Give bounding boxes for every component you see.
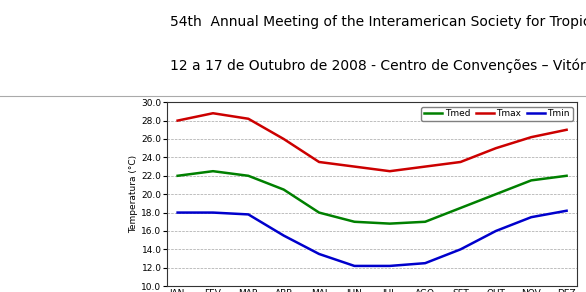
Tmax [245,117,252,121]
Tmed [280,188,287,191]
Tmax [209,112,216,115]
Y-axis label: Temperatura (°C): Temperatura (°C) [130,155,138,233]
Tmed [563,174,570,178]
Tmax [492,147,499,150]
Tmax [315,160,322,164]
Tmin [528,215,535,219]
Tmin [422,261,429,265]
Tmax [528,135,535,139]
Tmax [280,137,287,141]
Tmax [174,119,181,122]
Tmed [174,174,181,178]
Line: Tmed: Tmed [178,171,567,224]
Text: 12 a 17 de Outubro de 2008 - Centro de Convenções – Vitória/ES: 12 a 17 de Outubro de 2008 - Centro de C… [170,58,586,73]
Tmed [245,174,252,178]
Tmax [386,169,393,173]
Legend: Tmed, Tmax, Tmin: Tmed, Tmax, Tmin [421,107,573,121]
Tmed [386,222,393,225]
Text: 54th  Annual Meeting of the Interamerican Society for Tropical Horticul: 54th Annual Meeting of the Interamerican… [170,15,586,29]
Tmin [209,211,216,214]
Tmin [280,234,287,237]
Tmed [528,179,535,182]
Tmed [422,220,429,224]
Tmin [492,229,499,233]
Tmed [209,169,216,173]
Tmin [563,209,570,213]
Line: Tmax: Tmax [178,113,567,171]
Tmed [457,206,464,210]
Tmin [315,252,322,256]
Tmax [351,165,358,168]
Tmed [315,211,322,214]
Tmed [492,192,499,196]
Tmin [174,211,181,214]
Line: Tmin: Tmin [178,211,567,266]
Tmed [351,220,358,224]
Tmin [351,264,358,268]
Tmin [245,213,252,216]
Tmin [457,248,464,251]
Tmin [386,264,393,268]
Tmax [563,128,570,131]
Tmax [457,160,464,164]
Tmax [422,165,429,168]
